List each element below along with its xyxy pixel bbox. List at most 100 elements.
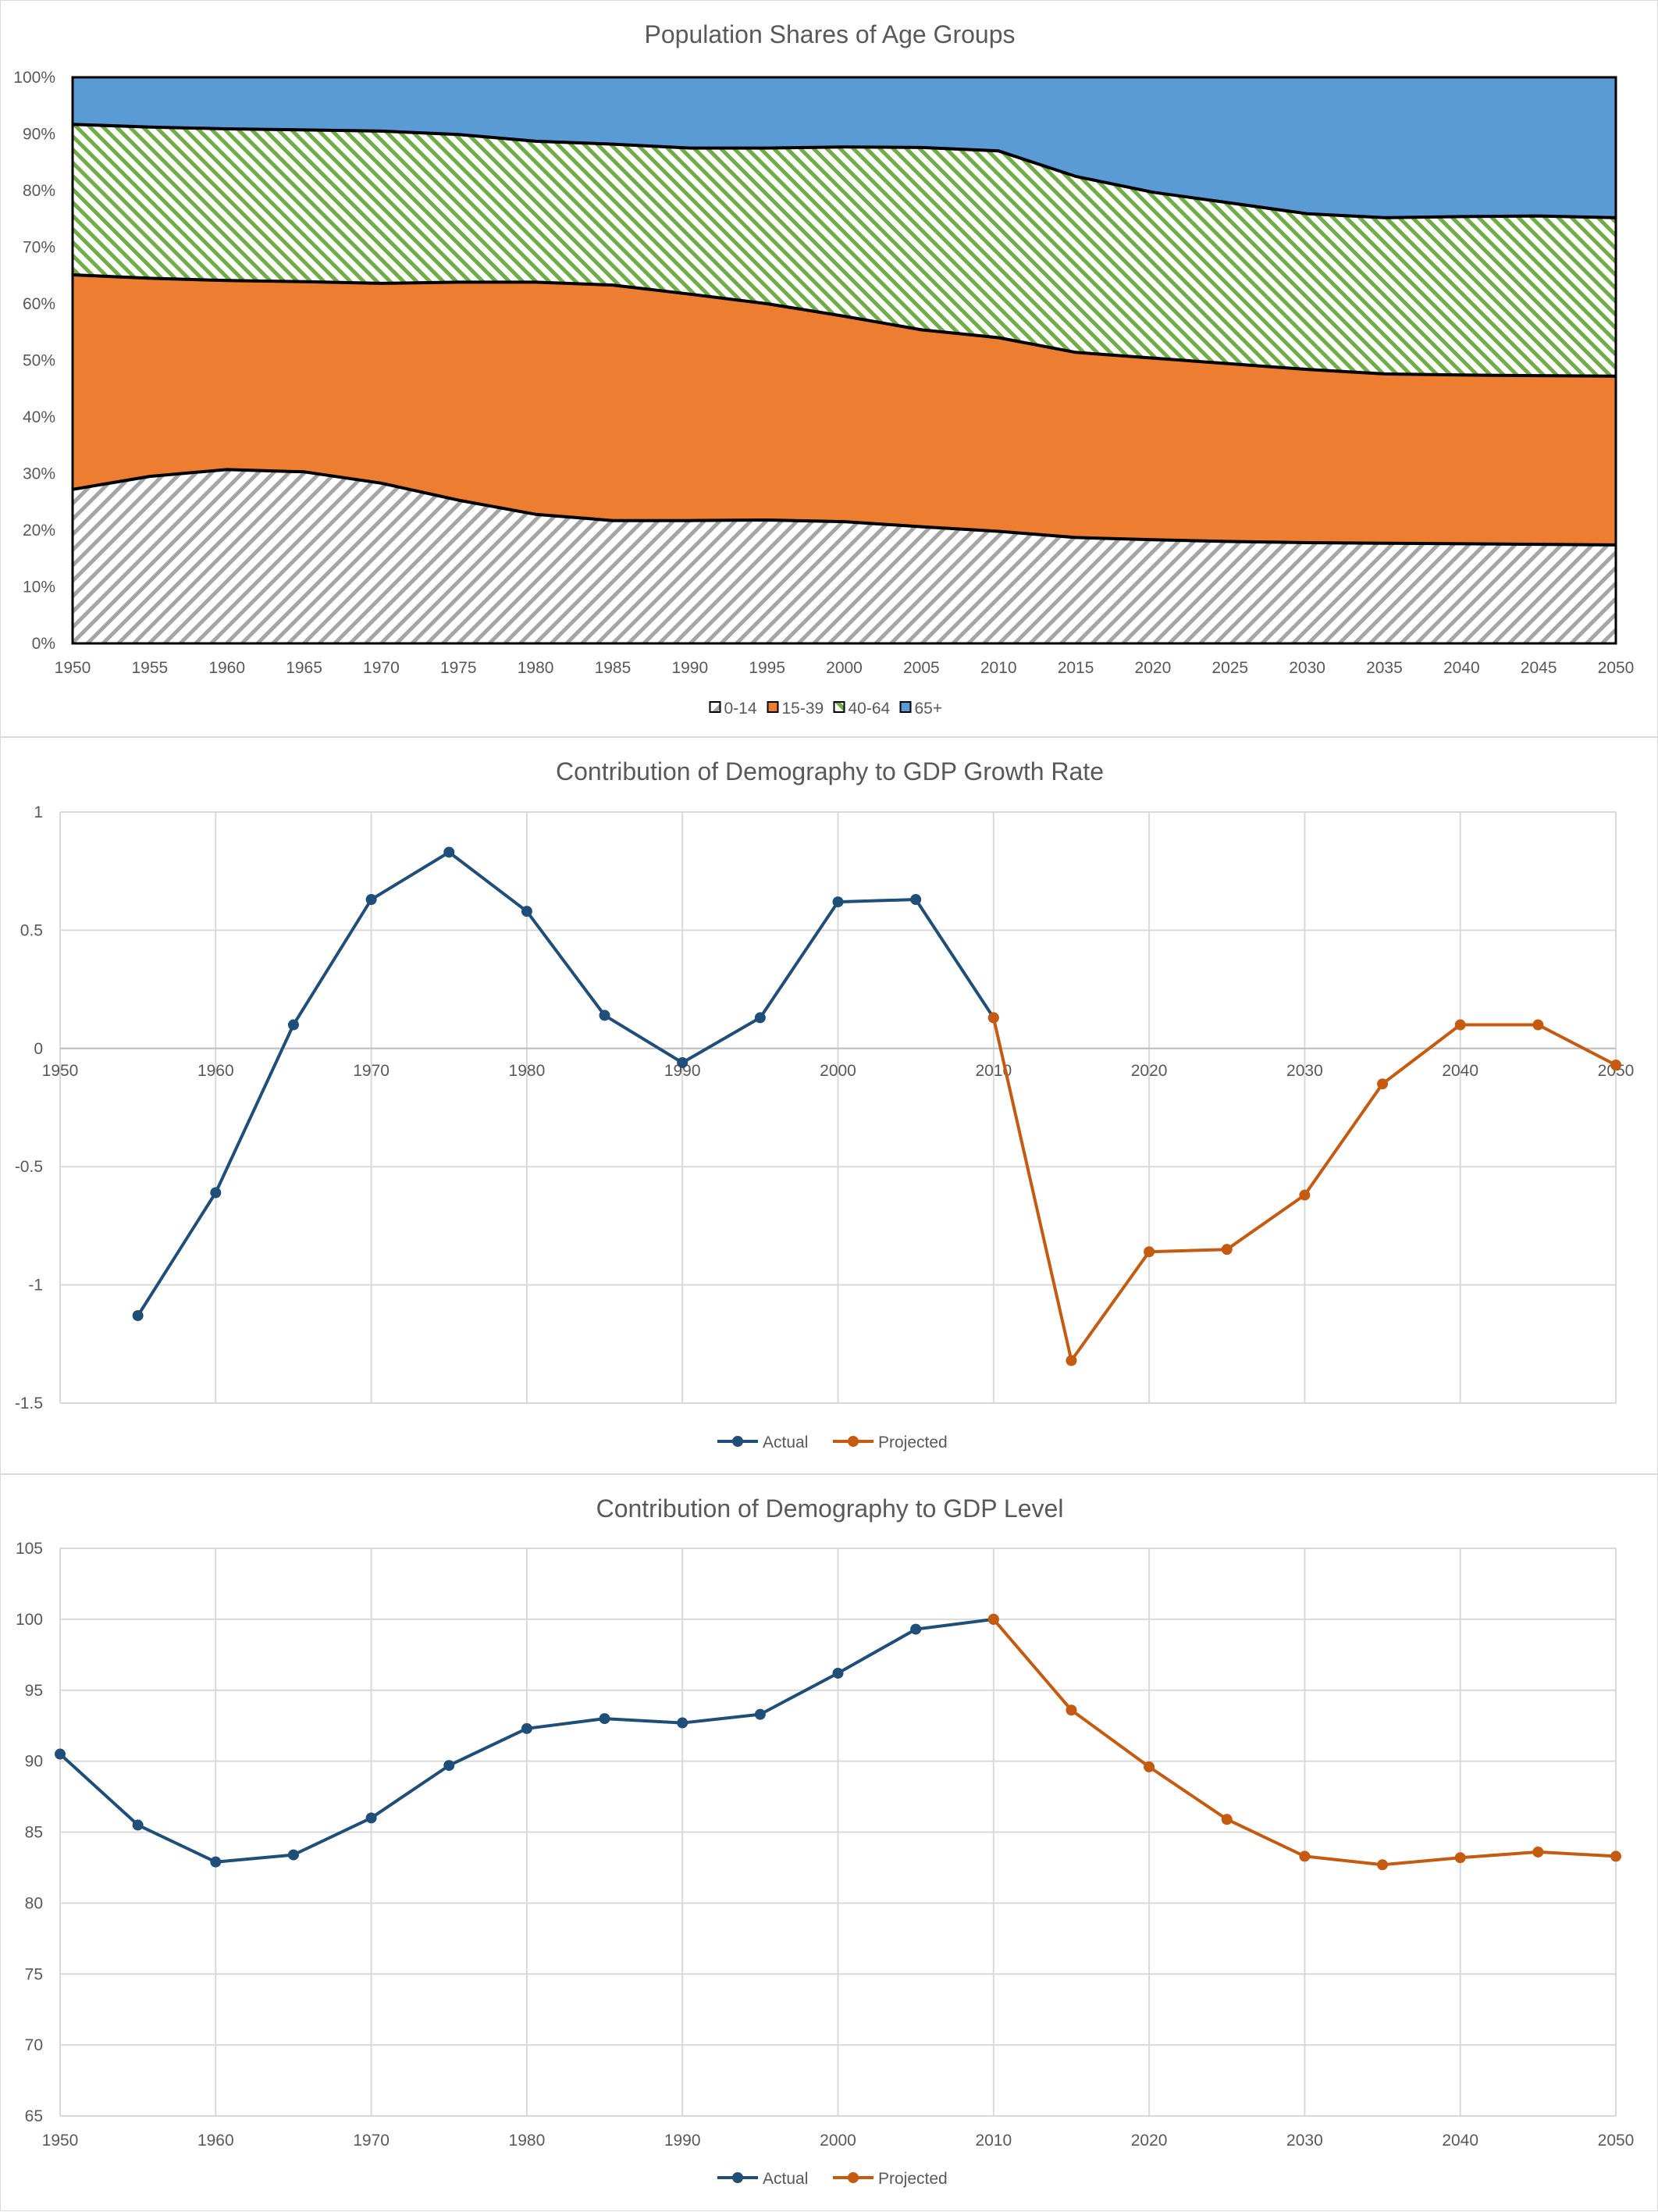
legend-swatch-0-14	[709, 701, 721, 713]
y-tick-label: 95	[25, 1682, 43, 1700]
area-boundary-40-64	[72, 123, 1617, 219]
y-tick-label: -0.5	[15, 1158, 43, 1176]
data-point-actual	[599, 1713, 610, 1725]
chart-title: Population Shares of Age Groups	[645, 20, 1016, 48]
data-point-projected	[1144, 1761, 1155, 1772]
population-shares-chart-panel: Population Shares of Age Groups 0% 10% 20% 3…	[0, 0, 1658, 737]
x-tick-label: 1980	[518, 659, 554, 677]
x-tick-label: 1950	[42, 1062, 79, 1080]
x-tick-label: 2030	[1289, 659, 1325, 677]
chart-title: Contribution of Demography to GDP Level	[596, 1494, 1064, 1523]
y-tick-label: 1	[34, 803, 43, 821]
data-point-projected	[1299, 1850, 1311, 1862]
data-point-projected	[1221, 1244, 1233, 1256]
y-tick-label: 0%	[32, 635, 55, 653]
data-point-projected	[1377, 1078, 1389, 1090]
data-point-actual	[365, 894, 377, 906]
area-boundary-15-39	[72, 273, 1617, 378]
x-tick-label: 1985	[595, 659, 632, 677]
x-tick-label: 2045	[1521, 659, 1557, 677]
y-tick-label: 70%	[23, 239, 55, 257]
legend-label-actual: Actual	[763, 2170, 808, 2188]
x-tick-label: 1950	[55, 659, 91, 677]
x-tick-label: 2025	[1211, 659, 1248, 677]
data-point-projected	[1532, 1846, 1544, 1858]
data-point-actual	[677, 1056, 688, 1068]
x-tick-label: 2040	[1443, 659, 1480, 677]
plot-frame	[71, 76, 1617, 645]
y-tick-label: 75	[25, 1965, 43, 1983]
data-point-actual	[832, 896, 844, 908]
x-tick-label: 2050	[1598, 1062, 1635, 1080]
y-tick-label: 60%	[23, 295, 55, 313]
y-tick-label: 85	[25, 1824, 43, 1842]
data-point-actual	[910, 1623, 922, 1635]
y-tick-label: 10%	[23, 579, 55, 597]
x-tick-label: 1975	[440, 659, 477, 677]
data-point-projected	[987, 1012, 999, 1024]
area-series-0-14	[73, 469, 1616, 643]
y-tick-label: 0.5	[20, 921, 43, 939]
data-point-actual	[132, 1309, 144, 1321]
area-boundary-0-14	[72, 468, 1617, 547]
x-tick-label: 2020	[1135, 659, 1172, 677]
y-tick-label: 80	[25, 1894, 43, 1912]
y-tick-label: 20%	[23, 522, 55, 540]
y-tick-label: 100	[16, 1611, 43, 1629]
y-tick-label: 90	[25, 1753, 43, 1771]
gdp-level-chart: Contribution of Demography to GDP Level 1…	[16, 1494, 1634, 2188]
data-point-actual	[832, 1667, 844, 1679]
legend-label-projected: Projected	[878, 2170, 948, 2188]
legend-label-65: 65+	[915, 700, 943, 718]
area-series-15-39	[73, 275, 1616, 545]
x-tick-label: 2010	[975, 1062, 1012, 1080]
area-series-65	[73, 77, 1616, 218]
area-series-40-64	[73, 124, 1616, 376]
data-point-actual	[754, 1708, 766, 1720]
x-tick-label: 1980	[509, 2132, 546, 2150]
x-tick-label: 1990	[664, 1062, 701, 1080]
data-point-projected	[1610, 1059, 1621, 1070]
legend-swatch-15-39	[767, 701, 779, 713]
y-tick-label: 105	[16, 1540, 43, 1558]
y-tick-label: 65	[25, 2107, 43, 2125]
y-tick-label: 50%	[23, 352, 55, 370]
x-tick-label: 1970	[363, 659, 400, 677]
x-tick-label: 2035	[1366, 659, 1403, 677]
data-point-projected	[1610, 1850, 1621, 1862]
data-point-actual	[910, 894, 922, 906]
legend-marker-actual	[732, 1436, 743, 1447]
x-tick-label: 2000	[820, 2132, 856, 2150]
x-tick-label: 1955	[131, 659, 168, 677]
data-point-actual	[521, 906, 532, 917]
data-point-projected	[1066, 1704, 1077, 1716]
data-point-projected	[1299, 1189, 1311, 1201]
data-point-actual	[287, 1849, 299, 1861]
gdp-growth-rate-chart-panel: Contribution of Demography to GDP Growth…	[0, 737, 1658, 1474]
legend-label-0-14: 0-14	[724, 700, 757, 718]
x-tick-label: 2015	[1058, 659, 1094, 677]
data-point-actual	[443, 846, 455, 858]
legend-label-15-39: 15-39	[782, 700, 824, 718]
x-tick-label: 2030	[1286, 2132, 1323, 2150]
data-point-actual	[521, 1722, 532, 1734]
data-point-actual	[677, 1717, 688, 1729]
x-tick-label: 1965	[286, 659, 322, 677]
x-tick-label: 2050	[1598, 659, 1635, 677]
y-tick-label: -1.5	[15, 1395, 43, 1412]
data-point-projected	[1066, 1355, 1077, 1366]
y-tick-label: 100%	[13, 69, 55, 87]
gdp-level-chart-panel: Contribution of Demography to GDP Level 1…	[0, 1474, 1658, 2211]
x-tick-label: 1960	[208, 659, 245, 677]
y-tick-label: 30%	[23, 465, 55, 483]
x-tick-label: 1960	[197, 2132, 234, 2150]
x-tick-label: 2030	[1286, 1062, 1323, 1080]
data-point-actual	[210, 1187, 222, 1199]
y-tick-label: 0	[34, 1040, 43, 1058]
x-tick-label: 2010	[975, 2132, 1012, 2150]
legend-swatch-40-64	[833, 701, 845, 713]
x-tick-label: 1970	[353, 1062, 390, 1080]
population-shares-chart: Population Shares of Age Groups 0% 10% 20% 3…	[13, 20, 1635, 718]
x-tick-label: 2005	[903, 659, 940, 677]
y-tick-label: 90%	[23, 126, 55, 144]
